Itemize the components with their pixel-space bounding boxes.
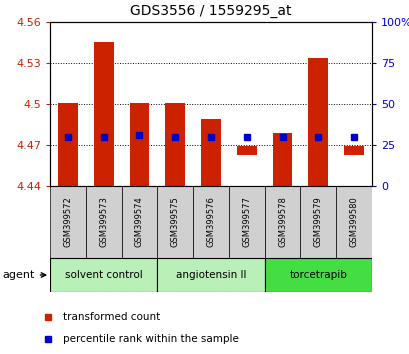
Text: GSM399580: GSM399580 — [349, 196, 358, 247]
Text: GSM399577: GSM399577 — [242, 196, 251, 247]
Bar — [201, 119, 220, 186]
Text: GSM399572: GSM399572 — [63, 196, 72, 247]
Bar — [94, 42, 113, 186]
Bar — [85, 186, 121, 258]
Bar — [129, 103, 149, 186]
Text: GSM399579: GSM399579 — [313, 196, 322, 247]
Text: GSM399573: GSM399573 — [99, 196, 108, 247]
Text: GSM399578: GSM399578 — [277, 196, 286, 247]
Text: percentile rank within the sample: percentile rank within the sample — [63, 333, 238, 344]
Bar — [50, 258, 157, 292]
Bar — [308, 58, 327, 186]
Title: GDS3556 / 1559295_at: GDS3556 / 1559295_at — [130, 4, 291, 18]
Bar — [50, 186, 85, 258]
Bar — [335, 186, 371, 258]
Text: transformed count: transformed count — [63, 313, 160, 322]
Bar — [344, 146, 363, 155]
Bar — [272, 133, 292, 186]
Bar — [121, 186, 157, 258]
Bar — [157, 258, 264, 292]
Bar — [157, 186, 193, 258]
Bar — [264, 258, 371, 292]
Bar — [264, 186, 300, 258]
Text: solvent control: solvent control — [65, 270, 142, 280]
Text: GSM399574: GSM399574 — [135, 196, 144, 247]
Text: GSM399576: GSM399576 — [206, 196, 215, 247]
Text: agent: agent — [2, 270, 34, 280]
Bar — [165, 103, 184, 186]
Text: angiotensin II: angiotensin II — [175, 270, 246, 280]
Bar — [193, 186, 228, 258]
Bar — [228, 186, 264, 258]
Bar — [236, 146, 256, 155]
Text: torcetrapib: torcetrapib — [289, 270, 346, 280]
Text: GSM399575: GSM399575 — [170, 196, 179, 247]
Bar — [58, 103, 78, 186]
Bar — [300, 186, 335, 258]
